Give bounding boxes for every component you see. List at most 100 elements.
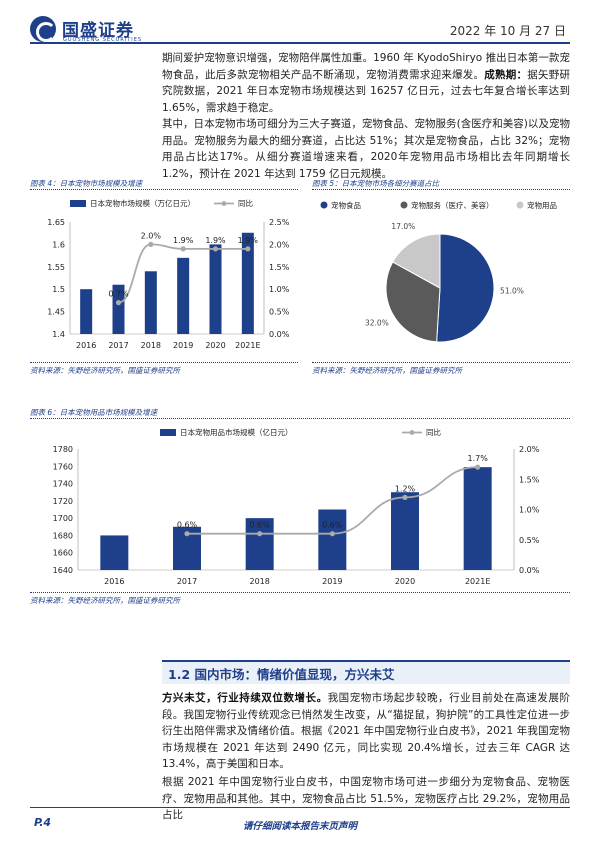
disclaimer-note: 请仔细阅读本报告末页声明 [242, 821, 357, 832]
figure5-rule [312, 189, 570, 190]
figure6-source: 资料来源：矢野经济研究所，国盛证券研究所 [30, 596, 180, 605]
x-tick-label: 2020 [205, 341, 225, 350]
y-tick-label: 1.65 [47, 218, 65, 227]
figure4-rule-bottom [30, 362, 298, 363]
data-label: 1.7% [468, 454, 489, 463]
legend-marker [221, 201, 227, 206]
paragraph-mature-stage: 期间爱护宠物意识增强，宠物陪伴属性加重。1960 年 KyodoShiryo 推… [162, 50, 570, 116]
bar [241, 232, 254, 334]
y2-tick-label: 0.5% [519, 536, 540, 545]
paragraph-text: 据矢野研究院数据，2021 年日本宠物市场规模达到 16257 亿日元，过去七年… [162, 68, 571, 114]
x-tick-label: 2017 [177, 577, 197, 586]
line-point [257, 531, 263, 537]
paragraph-text: 我国宠物市场起步较晚，行业目前处在高速发展阶段。我国宠物行业传统观念已悄然发生改… [162, 692, 570, 770]
data-label: 0.6% [322, 521, 343, 530]
figure4-rule [30, 189, 298, 190]
data-label: 1.9% [238, 236, 259, 245]
logo-icon [30, 16, 56, 42]
figure4-chart: 1.4 1.45 1.5 1.55 1.6 1.65 0.0% 0.5% 1.0% 1.5% 2.0… [47, 198, 290, 350]
legend-label: 宠物服务（医疗、美容） [411, 200, 494, 210]
bar [391, 492, 419, 570]
y2-tick-label: 1.0% [519, 506, 540, 515]
paragraph-text: 期间爱护宠物意识增强，宠物陪伴属性加重。1960 年 KyodoShiryo 推… [162, 52, 570, 81]
legend-swatch [320, 201, 328, 209]
legend-swatch-bar [160, 429, 176, 436]
paragraph-segments: 其中，日本宠物市场可细分为三大子赛道，宠物食品、宠物服务(含医疗和美容)以及宠物… [162, 118, 570, 180]
pie-slice [385, 261, 441, 343]
bar [245, 518, 274, 570]
data-label: 1.9% [173, 236, 194, 245]
legend-label: 宠物食品 [331, 200, 361, 210]
line-point [115, 300, 122, 306]
x-tick-label: 2020 [395, 577, 415, 586]
y2-tick-label: 1.0% [269, 285, 290, 294]
paragraph-domestic-segments: 根据 2021 年中国宠物行业白皮书，中国宠物市场可进一步细分为宠物食品、宠物医… [162, 776, 570, 821]
pie-data-label: 51.0% [500, 286, 524, 295]
bar [318, 509, 347, 570]
y2-tick-label: 0.0% [519, 566, 540, 575]
figure6-rule-bottom [30, 592, 570, 593]
y-tick-label: 1.55 [47, 263, 65, 272]
figure5-title: 图表 5：日本宠物市场各细分赛道占比 [312, 179, 440, 188]
data-label: 1.9% [205, 236, 226, 245]
line-point [212, 246, 219, 252]
legend-label: 同比 [238, 198, 253, 208]
section-heading-bar [162, 660, 570, 684]
bold-lead: 成熟期： [484, 68, 528, 81]
legend-swatch [400, 201, 408, 209]
bar [144, 271, 157, 334]
legend-swatch [516, 201, 524, 209]
figure5-rule-bottom [312, 362, 570, 363]
logo-subtext: GUOSHENG SECURITIES [63, 37, 143, 43]
legend-label: 日本宠物市场规模（万亿日元） [90, 198, 195, 208]
company-logo: 国盛证券 GUOSHENG SECURITIES [30, 14, 170, 46]
y2-tick-label: 0.0% [269, 330, 290, 339]
x-tick-label: 2019 [173, 341, 193, 350]
paragraph-domestic-growth: 方兴未艾，行业持续双位数增长。我国宠物市场起步较晚，行业目前处在高速发展阶段。我… [162, 690, 570, 773]
legend-marker [409, 430, 415, 435]
pie-data-label: 17.0% [391, 222, 415, 231]
bar [463, 467, 492, 570]
bar [80, 289, 93, 334]
x-tick-label: 2018 [141, 341, 161, 350]
data-label: 0.7% [108, 290, 129, 299]
x-tick-label: 2021E [465, 577, 490, 586]
y2-tick-label: 2.0% [269, 240, 290, 249]
pie-slice [392, 233, 441, 289]
y-tick-label: 1740 [53, 480, 73, 489]
data-label: 0.6% [177, 521, 198, 530]
figure6-chart: 1640 1660 1680 1700 1720 1740 1760 1780 0.0% 0.5%… [53, 427, 540, 586]
y-tick-label: 1720 [53, 497, 73, 506]
report-date: 2022 年 10 月 27 日 [449, 24, 566, 38]
y-tick-label: 1640 [53, 566, 73, 575]
y2-tick-label: 2.0% [519, 445, 540, 454]
y-tick-label: 1660 [53, 549, 73, 558]
y-tick-label: 1.45 [47, 308, 65, 317]
data-label: 0.6% [250, 521, 271, 530]
data-label: 2.0% [141, 231, 162, 240]
y2-tick-label: 1.5% [269, 263, 290, 272]
y-tick-label: 1.4 [52, 330, 65, 339]
series-line-yoy [187, 466, 478, 535]
bold-lead: 方兴未艾，行业持续双位数增长。 [162, 692, 328, 704]
y2-tick-label: 1.5% [519, 475, 540, 484]
bar [112, 284, 125, 334]
y-tick-label: 1680 [53, 531, 73, 540]
figure5-source: 资料来源：矢野经济研究所，国盛证券研究所 [312, 366, 462, 375]
legend-label: 宠物用品 [527, 200, 557, 210]
line-point [148, 241, 154, 247]
legend-label: 同比 [426, 427, 441, 437]
legend-swatch-bar [70, 200, 86, 207]
bar [209, 244, 222, 334]
pie-data-label: 32.0% [365, 319, 389, 328]
line-point [245, 246, 251, 252]
y-tick-label: 1.6 [52, 240, 65, 249]
y-tick-label: 1.5 [52, 285, 65, 294]
section-title: 1.2 国内市场：情绪价值显现，方兴未艾 [168, 667, 395, 682]
figure4-title: 图表 4：日本宠物市场规模及增速 [30, 179, 143, 188]
line-point [475, 464, 481, 470]
line-point [329, 531, 335, 537]
line-point [402, 494, 408, 500]
x-tick-label: 2018 [249, 577, 269, 586]
figure6-title: 图表 6：日本宠物用品市场规模及增速 [30, 408, 158, 417]
